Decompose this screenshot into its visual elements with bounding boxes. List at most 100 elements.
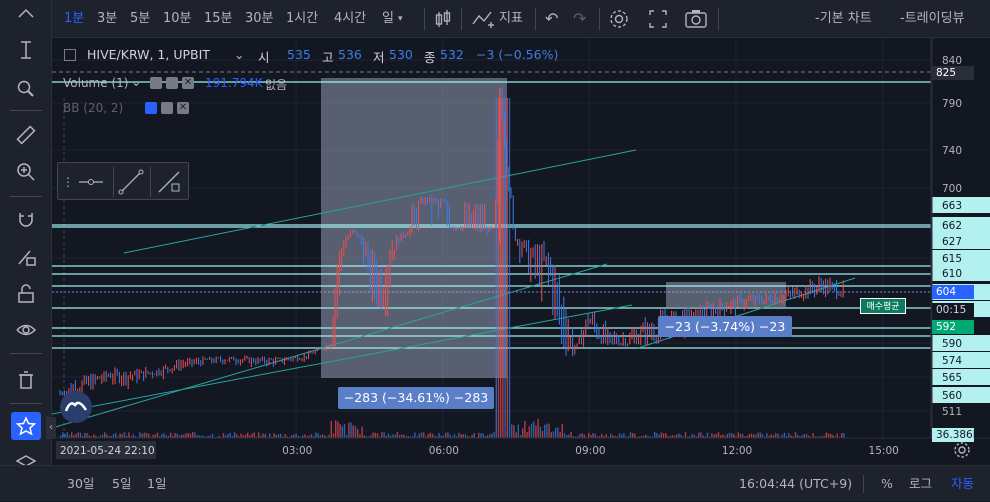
candle-type-icon[interactable]: [434, 0, 452, 38]
price-chart[interactable]: 8407907407006636626276156106045975905745…: [52, 38, 990, 465]
volume-bar: [315, 432, 317, 438]
interval-1h[interactable]: 1시간: [286, 11, 319, 26]
close-icon[interactable]: ✕: [177, 102, 189, 114]
fullscreen-icon[interactable]: [648, 0, 668, 38]
chevron-down-icon[interactable]: ⌄: [234, 47, 245, 62]
interval-10m[interactable]: 10분: [163, 11, 192, 26]
gear-icon[interactable]: [608, 0, 630, 38]
volume-bar: [68, 435, 71, 438]
volume-bar: [370, 435, 372, 438]
volume-bar: [823, 435, 825, 438]
unlock-icon[interactable]: [11, 280, 41, 308]
interval-30m[interactable]: 30분: [245, 11, 274, 26]
volume-bar: [156, 432, 159, 438]
range-30d[interactable]: 30일: [67, 476, 95, 491]
chevron-down-icon[interactable]: ▾: [398, 14, 403, 24]
trend-line-icon[interactable]: [116, 167, 146, 200]
collapse-icon[interactable]: [64, 49, 76, 61]
volume-bar: [812, 432, 814, 438]
open-label: 시: [258, 50, 270, 65]
interval-1m[interactable]: 1분: [64, 11, 85, 26]
interval-day[interactable]: 일: [382, 11, 394, 26]
search-icon[interactable]: [11, 75, 41, 103]
volume-bar: [253, 432, 255, 438]
volume-bar: [332, 433, 335, 438]
trendline-tool-icon[interactable]: [11, 36, 41, 64]
volume-bar: [458, 432, 460, 438]
gear-icon[interactable]: [952, 440, 972, 463]
tradingview-button[interactable]: -트레이딩뷰: [900, 11, 965, 26]
ruler-icon[interactable]: [11, 121, 41, 149]
volume-bar: [797, 434, 799, 438]
volume-bar: [456, 436, 458, 438]
price-tick: 663: [942, 200, 962, 212]
camera-icon[interactable]: [684, 0, 708, 38]
star-icon[interactable]: [11, 412, 41, 440]
volume-bar: [304, 434, 306, 438]
volume-bar: [491, 433, 493, 438]
volume-bar: [640, 435, 643, 438]
drag-handle-icon[interactable]: ⋮: [62, 175, 74, 189]
time-axis[interactable]: 2021-05-24 22:10 03:00 06:00 09:00 12:00 15:0…: [52, 437, 990, 465]
price-axis[interactable]: 8407907407006636626276156106045975905745…: [931, 38, 990, 465]
bb-label[interactable]: BB (20, 2): [63, 101, 124, 115]
cursor-icon[interactable]: [11, 0, 41, 28]
trash-icon[interactable]: [11, 366, 41, 394]
interval-15m[interactable]: 15분: [204, 11, 233, 26]
interval-5m[interactable]: 5분: [130, 11, 151, 26]
volume-bar: [187, 433, 189, 438]
volume-bar: [502, 98, 504, 438]
eye-icon[interactable]: [145, 102, 157, 114]
chevron-down-icon[interactable]: ⌄: [131, 74, 142, 89]
price-tick: 700: [942, 183, 962, 195]
volume-bar: [748, 434, 750, 438]
zoom-in-icon[interactable]: [11, 158, 41, 186]
volume-bar: [264, 434, 266, 438]
undo-icon[interactable]: ↶: [545, 9, 559, 28]
volume-label[interactable]: Volume (1): [63, 76, 129, 90]
redo-icon[interactable]: ↷: [573, 9, 587, 28]
volume-bar: [662, 433, 665, 438]
magnet-icon[interactable]: [11, 206, 41, 234]
volume-bar: [497, 98, 500, 438]
eye-icon[interactable]: [11, 316, 41, 344]
range-1d[interactable]: 1일: [147, 476, 167, 491]
measure-label-right[interactable]: −23 (−3.74%) −23: [658, 316, 792, 337]
volume-bar: [590, 435, 592, 438]
volume-bar: [671, 434, 673, 438]
indicators-icon[interactable]: [471, 0, 495, 38]
volume-bar: [607, 436, 610, 438]
extended-line-icon[interactable]: [154, 167, 184, 200]
gear-icon[interactable]: [166, 77, 178, 89]
indicators-button[interactable]: 지표: [499, 11, 523, 26]
basic-chart-button[interactable]: -기본 차트: [815, 11, 872, 26]
percent-toggle[interactable]: %: [881, 476, 893, 491]
volume-bar: [651, 436, 654, 438]
volume-bar: [130, 436, 132, 438]
volume-bar: [339, 424, 341, 438]
volume-bar: [313, 436, 315, 438]
interval-3m[interactable]: 3분: [97, 11, 118, 26]
symbol-title[interactable]: HIVE/KRW, 1, UPBIT: [87, 47, 210, 62]
collapse-sidebar-button[interactable]: ‹: [46, 417, 56, 439]
interval-4h[interactable]: 4시간: [334, 11, 367, 26]
close-icon[interactable]: ✕: [182, 77, 194, 89]
eye-icon[interactable]: [150, 77, 162, 89]
gear-icon[interactable]: [161, 102, 173, 114]
auto-toggle[interactable]: 자동: [951, 476, 975, 491]
measure-label-left[interactable]: −283 (−34.61%) −283: [338, 387, 494, 409]
time-start-bg: [56, 441, 156, 459]
volume-bar: [508, 98, 511, 438]
horizontal-ray-icon[interactable]: [76, 167, 106, 200]
measure-box-left: [321, 78, 507, 378]
volume-bar: [189, 433, 192, 438]
volume-bar: [484, 436, 486, 438]
volume-bar: [799, 436, 801, 438]
range-5d[interactable]: 5일: [112, 476, 132, 491]
clock[interactable]: 16:04:44 (UTC+9): [739, 476, 853, 491]
lock-pencil-icon[interactable]: [11, 243, 41, 271]
volume-bar: [277, 433, 280, 438]
volume-bar: [86, 432, 88, 438]
volume-bar: [836, 433, 838, 438]
log-toggle[interactable]: 로그: [909, 476, 933, 491]
